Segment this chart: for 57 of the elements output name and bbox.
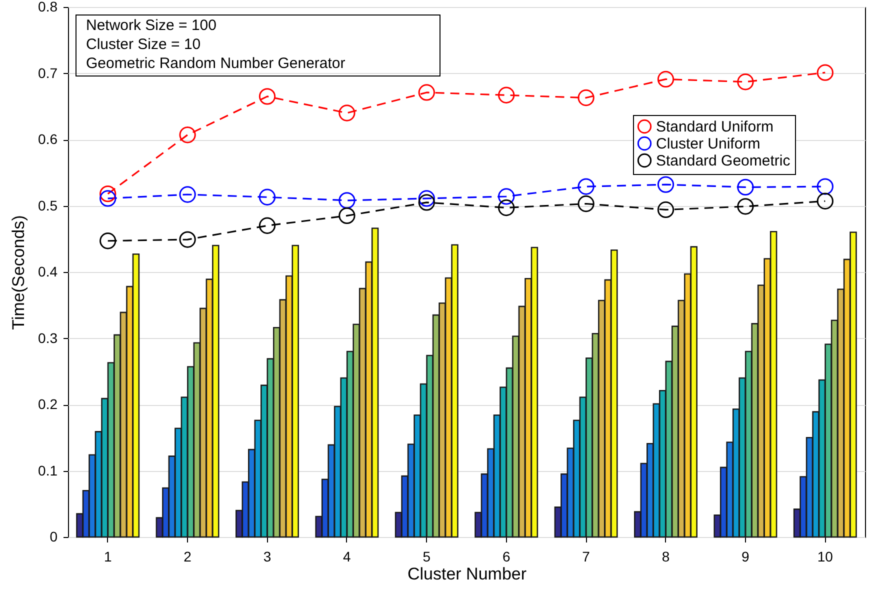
annotation: Geometric Random Number Generator [86, 55, 346, 72]
point [737, 74, 754, 90]
x-tick-label: 2 [184, 548, 192, 564]
point [578, 195, 594, 212]
point [338, 104, 356, 122]
point [179, 186, 196, 203]
y-tick-label: 0.5 [38, 197, 58, 214]
y-tick-label: 0.1 [38, 462, 58, 478]
point [816, 178, 834, 195]
legend-label: Standard Geometric [656, 152, 791, 170]
annotation: Network Size = 100 [86, 17, 216, 34]
point [657, 201, 674, 218]
x-tick-label: 4 [343, 548, 352, 564]
y-tick-label: 0.4 [38, 264, 58, 280]
x-tick-label: 6 [502, 548, 510, 564]
x-axis-title: Cluster Number [407, 564, 527, 584]
point [657, 176, 674, 193]
point [737, 198, 754, 215]
legend-label: Standard Uniform [656, 118, 774, 136]
y-tick-label: 0.2 [38, 396, 58, 412]
point [498, 188, 515, 205]
x-tick-label: 7 [582, 548, 590, 564]
point [418, 190, 435, 207]
point [578, 89, 594, 106]
point [100, 190, 116, 207]
y-tick-label: 0 [50, 528, 58, 544]
annotation: Cluster Size = 10 [86, 36, 201, 53]
point [100, 186, 116, 202]
point [498, 86, 515, 104]
point [737, 178, 754, 196]
point [100, 232, 116, 250]
point [498, 199, 515, 216]
x-tick-label: 5 [422, 548, 431, 564]
point [179, 126, 196, 144]
x-tick-label: 3 [263, 548, 272, 564]
point [258, 88, 276, 105]
y-tick-label: 0.7 [38, 64, 58, 81]
point [338, 192, 356, 209]
point [418, 194, 435, 211]
point [258, 217, 276, 234]
x-tick-label: 1 [104, 548, 112, 564]
point [418, 84, 435, 101]
y-tick-label: 0.6 [38, 131, 58, 147]
point [179, 231, 196, 248]
point [338, 207, 356, 224]
x-tick-label: 10 [817, 548, 834, 564]
point [816, 64, 834, 81]
y-tick-label: 0.3 [38, 330, 58, 346]
legend-label: Cluster Uniform [656, 136, 760, 152]
point [258, 188, 276, 206]
y-axis-title: Time(Seconds) [9, 215, 28, 330]
x-tick-label: 9 [742, 548, 750, 564]
y-tick-label: 0.8 [38, 0, 58, 14]
point [816, 192, 834, 210]
point [657, 70, 674, 88]
point [578, 178, 594, 195]
x-tick-label: 8 [662, 548, 670, 564]
